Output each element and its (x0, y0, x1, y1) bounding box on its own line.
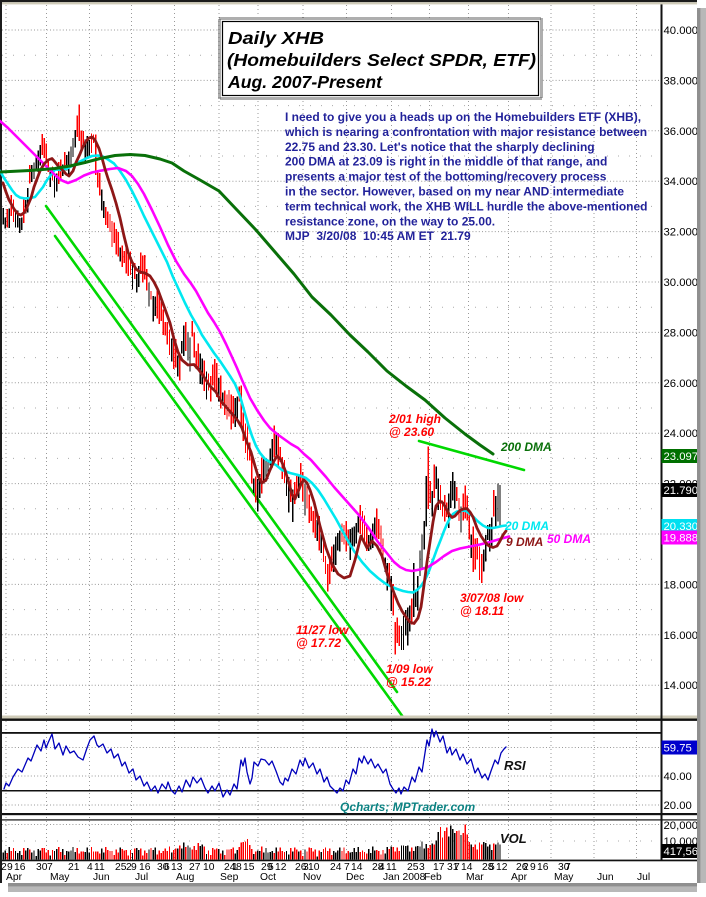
svg-text:Daily XHB: Daily XHB (228, 28, 324, 48)
svg-text:24: 24 (330, 862, 342, 873)
svg-text:resistance zone, on the way to: resistance zone, on the way to 25.00. (285, 214, 495, 228)
svg-text:1/09 low: 1/09 low (386, 662, 433, 676)
svg-text:Mar: Mar (466, 872, 484, 883)
svg-text:which is nearing a confrontati: which is nearing a confrontation with ma… (284, 125, 647, 139)
svg-text:MJP 3/20/08 10:45 AM ET 21.: MJP 3/20/08 10:45 AM ET 21.79 (285, 229, 471, 243)
svg-text:Nov: Nov (303, 872, 322, 883)
svg-text:20,000: 20,000 (664, 820, 699, 832)
svg-text:I need to give you a heads up: I need to give you a heads up on the Hom… (285, 110, 641, 124)
svg-text:Feb: Feb (424, 872, 442, 883)
svg-text:3/07/08 low: 3/07/08 low (460, 591, 524, 605)
svg-text:11/27 low: 11/27 low (296, 623, 349, 637)
svg-text:9: 9 (530, 862, 536, 873)
svg-text:10: 10 (203, 862, 215, 873)
svg-text:5: 5 (489, 862, 495, 873)
svg-text:term technical work, the XHB W: term technical work, the XHB WILL hurdle… (285, 199, 648, 213)
svg-text:20 DMA: 20 DMA (504, 519, 549, 533)
svg-text:Jul: Jul (637, 872, 650, 883)
svg-text:200 DMA: 200 DMA (500, 440, 552, 454)
svg-text:Aug. 2007-Present: Aug. 2007-Present (227, 72, 383, 92)
svg-text:16: 16 (537, 862, 549, 873)
svg-text:RSI: RSI (504, 758, 526, 773)
svg-text:22.75 and 23.30. Let's notice: 22.75 and 23.30. Let's notice that the s… (285, 140, 595, 154)
svg-text:Apr: Apr (511, 872, 528, 883)
svg-text:Jan 2008: Jan 2008 (383, 872, 426, 883)
svg-text:Aug: Aug (176, 872, 195, 883)
svg-text:12: 12 (275, 862, 287, 873)
svg-text:59.75: 59.75 (664, 743, 692, 755)
svg-text:Jul: Jul (135, 872, 148, 883)
svg-text:VOL: VOL (500, 831, 527, 846)
svg-text:15: 15 (243, 862, 255, 873)
svg-text:in the sector. However, based: in the sector. However, based on my near… (285, 185, 624, 199)
svg-text:21: 21 (68, 862, 80, 873)
svg-text:40.00: 40.00 (664, 771, 692, 783)
svg-text:Dec: Dec (346, 872, 364, 883)
svg-text:Oct: Oct (260, 872, 276, 883)
svg-text:25: 25 (115, 862, 127, 873)
svg-text:Sep: Sep (220, 872, 239, 883)
svg-text:May: May (50, 872, 70, 883)
svg-text:@ 17.72: @ 17.72 (296, 636, 341, 650)
svg-text:30: 30 (36, 862, 48, 873)
svg-text:20.00: 20.00 (664, 800, 692, 812)
svg-text:presents a major test of the b: presents a major test of the bottoming/r… (285, 170, 607, 184)
svg-text:6: 6 (164, 862, 170, 873)
svg-text:Apr: Apr (6, 872, 23, 883)
svg-text:2/01 high: 2/01 high (388, 412, 441, 426)
svg-text:(Homebuilders Select SPDR, ETF: (Homebuilders Select SPDR, ETF) (227, 50, 536, 70)
svg-text:200 DMA at 23.09 is right in t: 200 DMA at 23.09 is right in the middle … (285, 155, 607, 169)
svg-text:50 DMA: 50 DMA (547, 532, 591, 546)
svg-text:7: 7 (454, 862, 460, 873)
svg-text:Jun: Jun (597, 872, 614, 883)
svg-text:9 DMA: 9 DMA (506, 535, 543, 549)
svg-text:Jun: Jun (93, 872, 110, 883)
svg-text:@ 18.11: @ 18.11 (460, 604, 505, 618)
svg-text:Qcharts; MPTrader.com: Qcharts; MPTrader.com (340, 800, 475, 814)
svg-text:12: 12 (496, 862, 508, 873)
svg-text:@ 15.22: @ 15.22 (386, 675, 431, 689)
svg-text:May: May (554, 872, 574, 883)
svg-text:@ 23.60: @ 23.60 (389, 425, 434, 439)
